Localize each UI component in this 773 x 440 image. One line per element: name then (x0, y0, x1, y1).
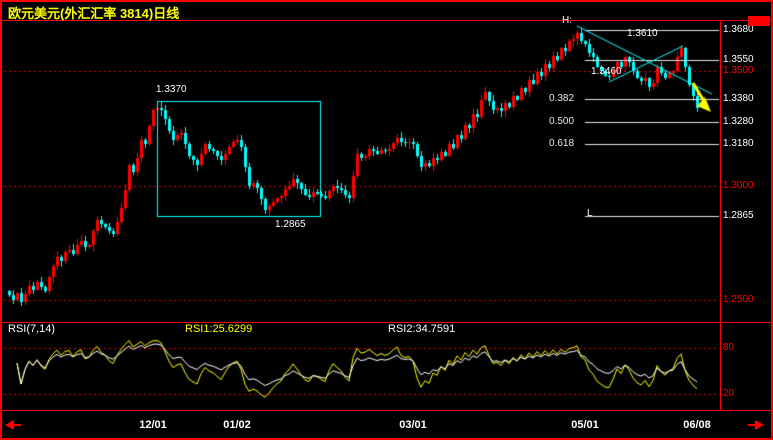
interval-low-label: 1.2865 (275, 219, 306, 230)
pullback-low-label: 1.3460 (591, 66, 622, 77)
date-label: 01/02 (223, 419, 251, 431)
fib-ratio-label: 0.500 (549, 116, 575, 127)
price-axis-label: 1.3500 (723, 65, 754, 76)
fib-high-marker: H: (562, 15, 572, 26)
date-label: 06/08 (683, 419, 711, 431)
price-axis-label: 1.2865 (723, 210, 754, 221)
price-axis-label: 1.3550 (723, 54, 754, 65)
corner-red-box[interactable] (748, 16, 770, 26)
rsi-axis-label: 80 (723, 342, 735, 353)
rebound-high-label: 1.3610 (627, 28, 658, 39)
rsi1-value: RSI1:25.6299 (185, 323, 253, 335)
price-axis-label: 1.2500 (723, 294, 754, 305)
left-arrow-icon (5, 420, 14, 430)
fib-ratio-label: 0.382 (549, 93, 575, 104)
price-axis-separator (720, 21, 721, 410)
title-separator (0, 20, 773, 21)
price-axis-label: 1.3180 (723, 138, 754, 149)
scroll-left-arrow[interactable] (5, 420, 21, 430)
date-label: 05/01 (571, 419, 599, 431)
window-title: 欧元美元(外汇汇率 3814)日线 (8, 6, 180, 21)
fib-low-marker: L (587, 208, 593, 219)
left-arrow-tail (14, 424, 21, 426)
right-arrow-tail (748, 424, 755, 426)
interval-high-label: 1.3370 (156, 84, 187, 95)
right-arrow-icon (755, 420, 764, 430)
rsi-indicator-name: RSI(7,14) (8, 323, 56, 335)
rsi-separator (0, 322, 773, 323)
rsi-axis-label: 20 (723, 388, 735, 399)
scroll-right-arrow[interactable] (748, 420, 764, 430)
price-axis-label: 1.3680 (723, 24, 754, 35)
price-axis-label: 1.3380 (723, 93, 754, 104)
price-axis-label: 1.3000 (723, 180, 754, 191)
rsi2-value: RSI2:34.7591 (388, 323, 456, 335)
date-label: 03/01 (399, 419, 427, 431)
date-axis-separator (0, 410, 773, 411)
price-axis-label: 1.3280 (723, 116, 754, 127)
date-label: 12/01 (139, 419, 167, 431)
fib-ratio-label: 0.618 (549, 138, 575, 149)
